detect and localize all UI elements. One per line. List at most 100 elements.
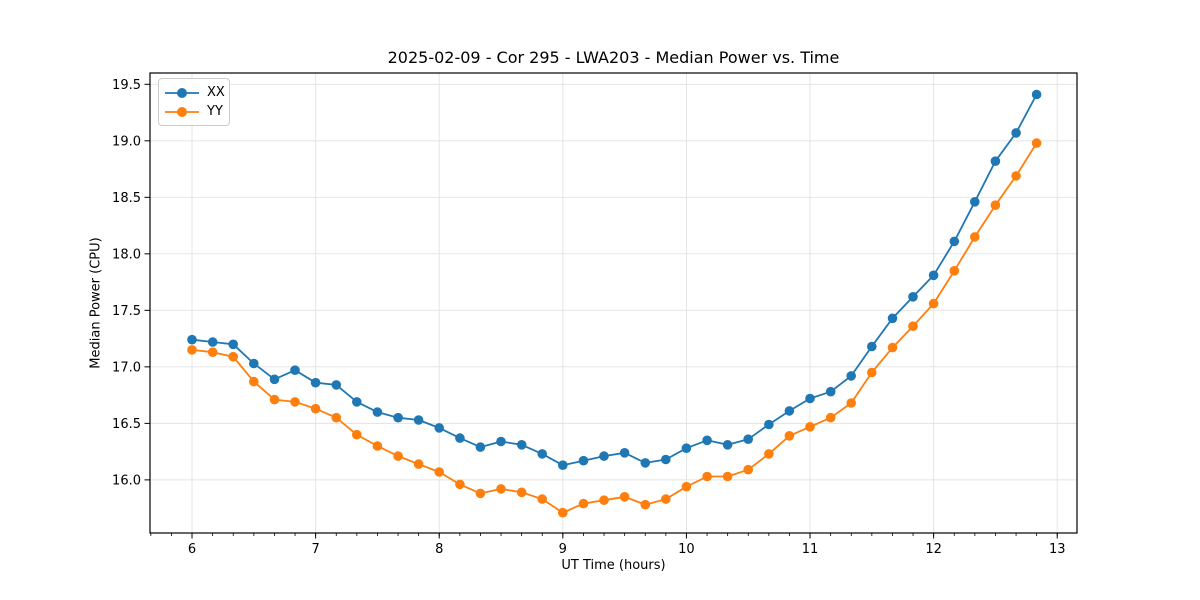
data-point-yy (887, 342, 898, 353)
data-point-yy (990, 200, 1001, 210)
data-point-yy (619, 492, 630, 502)
data-point-yy (537, 494, 547, 504)
x-tick-label: 10 (678, 542, 695, 557)
data-point-xx (970, 197, 980, 207)
data-point-yy (681, 481, 692, 492)
data-point-xx (887, 313, 898, 324)
legend-line-marker-yy-icon (165, 106, 199, 117)
data-point-xx (578, 455, 589, 466)
data-point-xx (352, 397, 362, 407)
data-point-xx (372, 407, 383, 417)
data-point-yy (599, 495, 609, 506)
data-point-xx (516, 440, 527, 450)
data-point-yy (496, 484, 506, 494)
data-point-yy (413, 459, 424, 469)
x-tick-label: 13 (1049, 542, 1066, 557)
y-tick-label: 18.5 (112, 191, 141, 206)
data-point-xx (743, 434, 753, 445)
legend-item-yy: YY (164, 102, 223, 121)
data-point-yy (1031, 138, 1042, 148)
data-point-xx (661, 454, 671, 465)
x-tick-label: 8 (435, 542, 443, 557)
data-point-xx (928, 270, 939, 281)
chart-title: 2025-02-09 - Cor 295 - LWA203 - Median P… (387, 48, 840, 67)
data-point-xx (599, 451, 609, 461)
data-point-xx (413, 415, 424, 425)
data-point-xx (640, 458, 651, 468)
data-point-xx (290, 365, 300, 376)
data-point-yy (434, 467, 445, 477)
y-tick-label: 17.0 (112, 360, 141, 375)
data-point-yy (640, 499, 651, 510)
data-point-xx (187, 334, 197, 345)
data-point-yy (228, 351, 238, 362)
data-point-xx (846, 371, 856, 381)
y-tick-label: 19.0 (112, 134, 141, 149)
data-point-yy (372, 441, 383, 451)
data-point-xx (619, 448, 630, 458)
data-point-yy (475, 488, 486, 499)
data-point-yy (846, 398, 856, 408)
data-point-xx (784, 406, 795, 416)
data-point-yy (352, 429, 362, 440)
data-point-xx (1011, 128, 1021, 138)
data-point-xx (228, 339, 238, 350)
data-point-xx (475, 442, 486, 452)
data-point-xx (990, 156, 1001, 166)
y-tick-label: 19.5 (112, 78, 141, 93)
data-point-xx (455, 433, 465, 443)
y-tick-label: 16.5 (112, 417, 141, 432)
x-tick-label: 9 (559, 542, 567, 557)
y-tick-label: 18.0 (112, 247, 141, 262)
data-point-xx (681, 443, 692, 454)
data-point-yy (516, 487, 527, 498)
data-point-yy (455, 479, 465, 490)
data-point-yy (661, 494, 671, 504)
data-point-yy (249, 376, 259, 387)
data-point-yy (331, 412, 342, 423)
legend-label-xx: XX (207, 85, 225, 100)
legend: XX YY (158, 78, 230, 126)
y-axis-label: Median Power (CPU) (88, 237, 104, 369)
data-point-xx (702, 435, 712, 446)
data-point-yy (558, 507, 568, 518)
y-tick-label: 16.0 (112, 473, 141, 488)
data-point-xx (331, 380, 342, 390)
data-point-xx (825, 386, 836, 397)
data-point-yy (805, 422, 815, 432)
data-point-xx (393, 412, 403, 423)
data-point-xx (949, 236, 960, 247)
data-point-yy (578, 498, 589, 509)
data-point-xx (310, 377, 321, 388)
data-point-yy (970, 232, 980, 242)
data-point-yy (928, 298, 939, 309)
legend-line-marker-xx-icon (165, 87, 199, 98)
data-point-xx (764, 419, 774, 430)
axes-box (149, 72, 1078, 534)
x-axis-label: UT Time (hours) (561, 558, 666, 573)
data-point-xx (558, 460, 568, 471)
data-point-yy (722, 471, 733, 482)
data-point-xx (805, 393, 815, 404)
data-point-yy (290, 397, 300, 407)
data-point-xx (434, 423, 445, 433)
data-point-yy (743, 464, 753, 475)
data-point-xx (1031, 89, 1042, 100)
x-tick-label: 11 (802, 542, 819, 557)
data-point-xx (867, 341, 877, 352)
data-point-yy (310, 403, 321, 414)
data-point-yy (1011, 171, 1021, 181)
x-tick-label: 6 (188, 542, 196, 557)
legend-label-yy: YY (207, 104, 223, 119)
x-tick-label: 12 (925, 542, 942, 557)
data-point-yy (867, 367, 877, 378)
data-point-xx (496, 436, 506, 447)
data-point-yy (908, 321, 918, 332)
data-point-yy (702, 471, 712, 482)
data-point-yy (764, 449, 774, 459)
data-point-yy (187, 345, 197, 355)
data-point-xx (537, 449, 547, 459)
y-tick-label: 17.5 (112, 304, 141, 319)
